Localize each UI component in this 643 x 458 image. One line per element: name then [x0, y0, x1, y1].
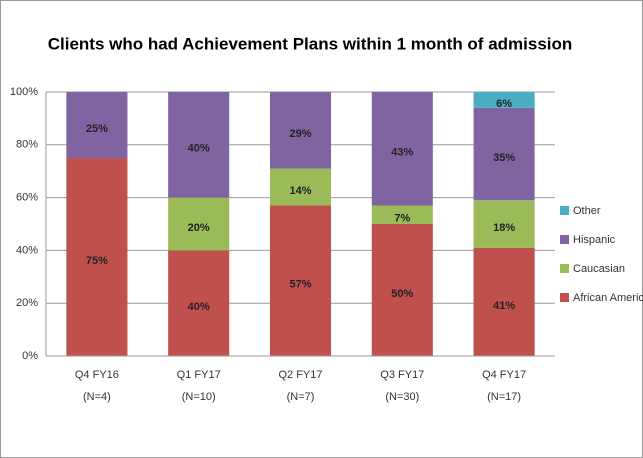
y-tick-label: 0% [22, 350, 38, 362]
x-tick-label: (N=17) [487, 391, 521, 403]
chart-title: Clients who had Achievement Plans within… [48, 34, 573, 53]
bar-segment [473, 200, 535, 248]
y-tick-label: 60% [16, 192, 38, 204]
y-tick-label: 40% [16, 244, 38, 256]
x-tick-label: Q1 FY17 [177, 369, 221, 381]
bar-segment [473, 92, 535, 108]
data-label: 25% [86, 123, 108, 135]
bar-segment [473, 247, 535, 356]
bar-segment [168, 250, 230, 356]
legend-label: Hispanic [573, 234, 616, 246]
bar-segment [66, 158, 128, 356]
bar-segment [371, 205, 433, 224]
legend-swatch [560, 264, 569, 273]
x-tick-label: (N=7) [287, 391, 315, 403]
y-tick-label: 100% [10, 86, 38, 98]
data-label: 41% [493, 300, 515, 312]
data-label: 6% [496, 98, 512, 110]
bar-segment [269, 92, 332, 169]
data-label: 7% [394, 213, 410, 225]
legend-swatch [560, 235, 569, 244]
legend-label: African American [573, 292, 643, 304]
data-label: 40% [188, 301, 210, 313]
legend-label: Caucasian [573, 263, 625, 275]
data-label: 18% [493, 222, 515, 234]
data-label: 50% [391, 288, 413, 300]
data-label: 43% [391, 147, 413, 159]
data-label: 75% [86, 255, 108, 267]
bar-segment [371, 92, 433, 206]
data-label: 14% [289, 185, 311, 197]
legend-label: Other [573, 205, 601, 217]
data-label: 40% [188, 143, 210, 155]
x-tick-label: Q2 FY17 [278, 369, 322, 381]
bar-segment [66, 92, 128, 158]
x-tick-label: Q3 FY17 [380, 369, 424, 381]
x-tick-label: (N=30) [385, 391, 419, 403]
bar-segment [269, 205, 332, 356]
data-label: 29% [289, 128, 311, 140]
x-tick-label: Q4 FY16 [75, 369, 119, 381]
bar-segment [371, 224, 433, 356]
data-label: 20% [188, 222, 210, 234]
bar-segment [269, 168, 332, 206]
x-tick-label: (N=4) [83, 391, 111, 403]
y-tick-label: 20% [16, 297, 38, 309]
legend-swatch [560, 206, 569, 215]
data-label: 57% [289, 279, 311, 291]
x-tick-label: Q4 FY17 [482, 369, 526, 381]
bar-segment [473, 107, 535, 201]
legend-swatch [560, 293, 569, 302]
bar-segment [168, 92, 230, 198]
y-tick-label: 80% [16, 139, 38, 151]
x-tick-label: (N=10) [182, 391, 216, 403]
bar-segment [168, 197, 230, 251]
data-label: 35% [493, 152, 515, 164]
